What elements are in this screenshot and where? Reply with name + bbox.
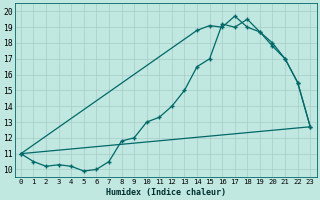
X-axis label: Humidex (Indice chaleur): Humidex (Indice chaleur) — [106, 188, 226, 197]
